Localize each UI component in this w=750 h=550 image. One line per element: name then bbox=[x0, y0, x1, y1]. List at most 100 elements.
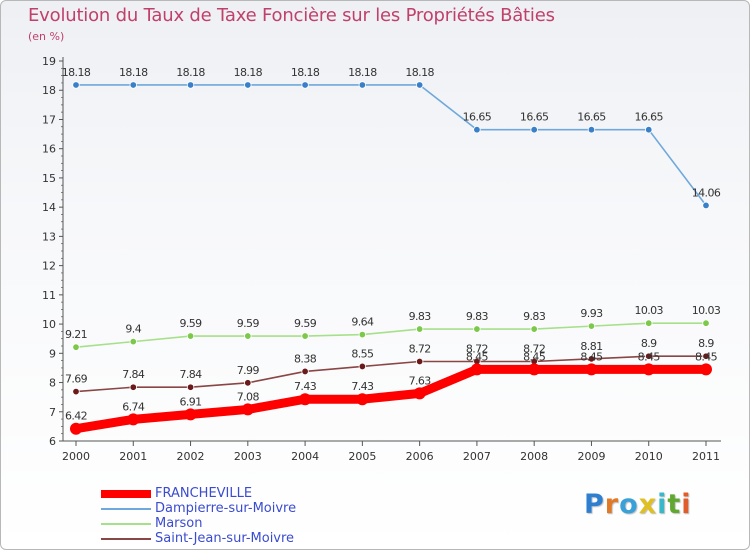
y-tick-label: 10 bbox=[42, 318, 56, 331]
series-francheville bbox=[70, 363, 712, 435]
data-label: 9.21 bbox=[65, 328, 87, 341]
data-point bbox=[129, 81, 137, 89]
proxiti-logo: Proxiti bbox=[584, 489, 692, 520]
data-point bbox=[415, 357, 424, 366]
data-point bbox=[186, 332, 195, 340]
data-point bbox=[587, 125, 596, 134]
x-tick-label: 2005 bbox=[348, 450, 376, 463]
data-point bbox=[129, 383, 137, 391]
data-label: 8.72 bbox=[523, 342, 545, 355]
logo-letter: r bbox=[604, 489, 620, 520]
data-point bbox=[72, 81, 80, 89]
data-label: 9.4 bbox=[125, 323, 141, 336]
data-label: 18.18 bbox=[176, 66, 205, 79]
data-point bbox=[473, 325, 481, 333]
data-point bbox=[184, 408, 197, 421]
data-label: 10.03 bbox=[692, 304, 721, 317]
y-tick-label: 9 bbox=[49, 347, 56, 360]
data-label: 16.65 bbox=[577, 111, 606, 124]
chart-title: Evolution du Taux de Taxe Foncière sur l… bbox=[28, 5, 555, 26]
data-label: 8.72 bbox=[409, 342, 431, 355]
y-tick-label: 6 bbox=[49, 435, 56, 448]
data-point bbox=[244, 81, 252, 89]
data-label: 9.59 bbox=[237, 317, 260, 330]
data-point bbox=[299, 393, 312, 406]
data-label: 7.84 bbox=[122, 368, 145, 381]
data-label: 9.83 bbox=[466, 310, 489, 323]
data-label: 6.74 bbox=[122, 400, 145, 413]
data-point bbox=[587, 322, 596, 330]
y-tick-label: 16 bbox=[42, 143, 56, 156]
x-tick-label: 2007 bbox=[463, 450, 491, 463]
data-label: 18.18 bbox=[62, 66, 91, 79]
data-label: 8.38 bbox=[294, 352, 317, 365]
series-dampierre-sur-moivre bbox=[72, 81, 710, 210]
data-label: 7.43 bbox=[351, 380, 374, 393]
data-label: 10.03 bbox=[634, 304, 663, 317]
x-tick-label: 2000 bbox=[62, 450, 90, 463]
y-tick-label: 19 bbox=[42, 55, 56, 68]
data-labels-marson: 9.21 9.4 9.59 9.59 9.59 9.64 9.83 9.83 9.83 9.93 1… bbox=[65, 304, 721, 341]
data-labels-francheville: 6.42 6.74 6.91 7.08 7.43 7.43 7.63 8.45 8.45 8.45… bbox=[65, 350, 718, 422]
data-point bbox=[127, 413, 140, 426]
data-point bbox=[301, 367, 309, 376]
x-tick-label: 2006 bbox=[406, 450, 434, 463]
data-point bbox=[702, 319, 710, 327]
logo-letter: i bbox=[681, 489, 692, 520]
series-line bbox=[75, 322, 707, 348]
data-label: 8.45 bbox=[638, 350, 661, 363]
data-point bbox=[70, 422, 82, 435]
data-point bbox=[413, 387, 426, 400]
y-tick-label: 7 bbox=[49, 406, 56, 419]
legend-swatch bbox=[101, 538, 151, 540]
data-label: 9.83 bbox=[523, 310, 546, 323]
data-label: 8.45 bbox=[523, 350, 546, 363]
legend-label: Dampierre-sur-Moivre bbox=[155, 501, 297, 516]
y-tick-label: 17 bbox=[42, 113, 56, 126]
data-point bbox=[241, 403, 254, 416]
logo-letter: o bbox=[619, 489, 639, 520]
y-tick-label: 14 bbox=[42, 201, 56, 214]
data-label: 8.9 bbox=[698, 337, 714, 350]
series-line bbox=[71, 364, 711, 434]
data-point bbox=[700, 363, 712, 376]
data-point bbox=[415, 81, 424, 89]
x-tick-label: 2009 bbox=[577, 450, 605, 463]
legend-label: Saint-Jean-sur-Moivre bbox=[155, 531, 295, 546]
data-point bbox=[72, 387, 80, 396]
data-label: 8.9 bbox=[641, 337, 657, 350]
data-label: 9.59 bbox=[294, 317, 317, 330]
series-line bbox=[75, 84, 707, 207]
data-point bbox=[244, 379, 252, 387]
data-label: 8.81 bbox=[580, 340, 602, 353]
data-label: 9.64 bbox=[351, 316, 374, 329]
data-label: 16.65 bbox=[520, 111, 549, 124]
x-tick-label: 2004 bbox=[291, 450, 319, 463]
data-point bbox=[129, 337, 137, 346]
chart-subtitle: (en %) bbox=[28, 30, 65, 43]
data-label: 9.83 bbox=[409, 310, 432, 323]
y-tick-label: 15 bbox=[42, 172, 56, 185]
data-label: 7.43 bbox=[294, 380, 317, 393]
data-label: 8.45 bbox=[580, 350, 603, 363]
data-point bbox=[415, 325, 424, 333]
data-point bbox=[301, 81, 309, 89]
data-point bbox=[702, 352, 710, 360]
data-label: 16.65 bbox=[634, 111, 663, 124]
data-label: 7.84 bbox=[179, 368, 202, 381]
y-tick-label: 8 bbox=[49, 377, 56, 390]
data-labels-dampierre-sur-moivre: 18.18 18.18 18.18 18.18 18.18 18.18 18.18 16.65… bbox=[62, 66, 722, 199]
data-label: 18.18 bbox=[405, 66, 434, 79]
data-point bbox=[645, 319, 653, 327]
data-label: 14.06 bbox=[692, 186, 721, 199]
data-label: 6.42 bbox=[65, 410, 87, 423]
y-tick-label: 11 bbox=[42, 289, 56, 302]
legend-swatch bbox=[101, 490, 151, 498]
series-saint-jean-sur-moivre bbox=[72, 352, 710, 396]
logo-letter: P bbox=[584, 489, 605, 520]
logo-letter: t bbox=[667, 489, 682, 520]
series-line bbox=[75, 355, 707, 393]
data-label: 16.65 bbox=[463, 111, 492, 124]
